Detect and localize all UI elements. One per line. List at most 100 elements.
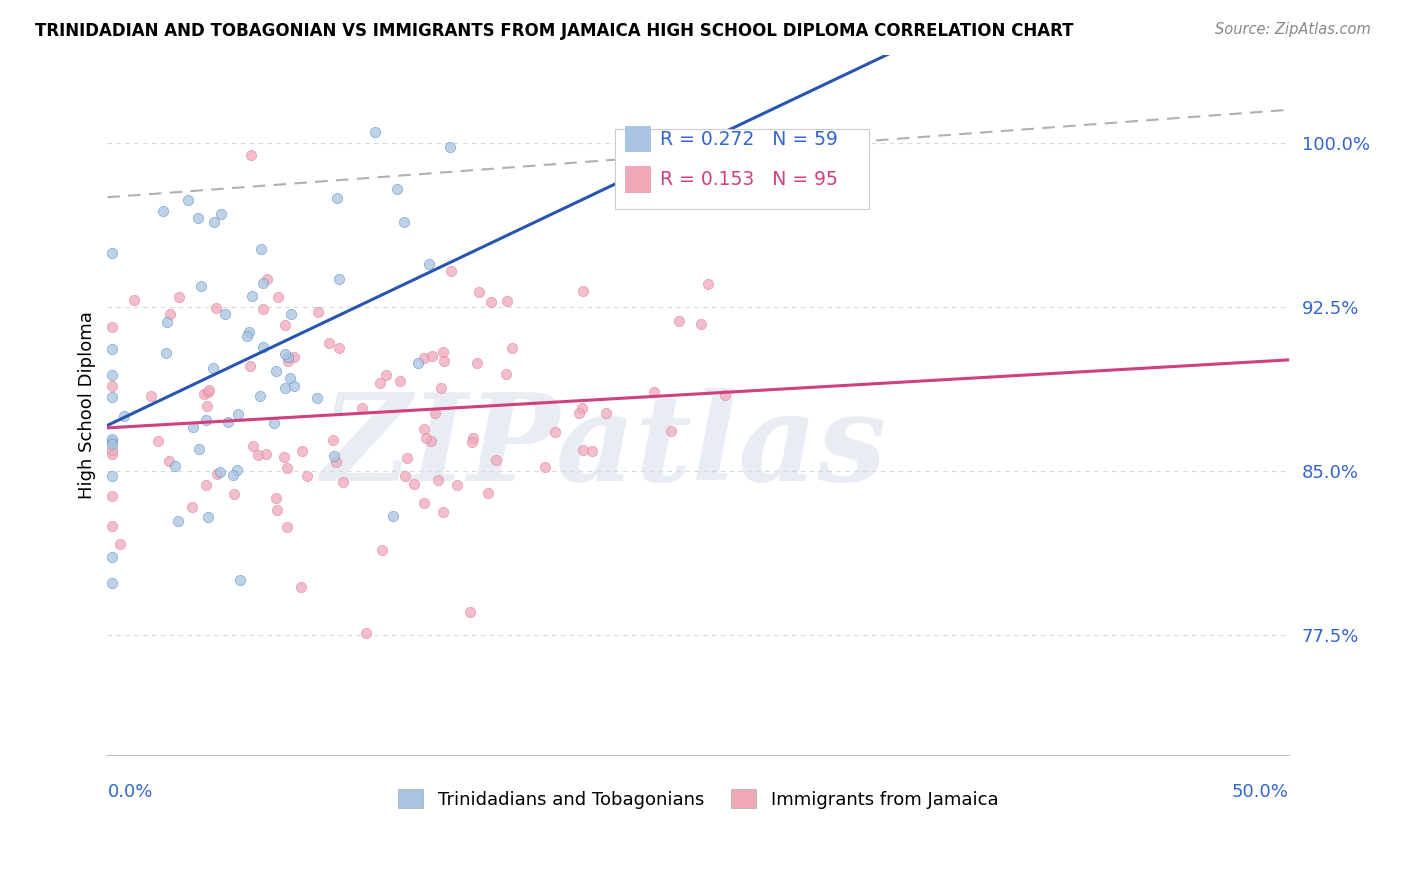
Point <box>264 363 287 377</box>
Point <box>188 442 211 457</box>
Point <box>374 368 396 383</box>
Point <box>101 245 124 260</box>
Text: R = 0.153   N = 95: R = 0.153 N = 95 <box>661 170 838 189</box>
Point <box>278 371 301 385</box>
Point <box>195 478 218 492</box>
Point <box>305 391 328 405</box>
Point <box>266 502 288 516</box>
Point <box>222 467 245 482</box>
Point <box>197 509 219 524</box>
Point <box>207 467 229 481</box>
Point <box>465 356 488 370</box>
Point <box>354 625 377 640</box>
Text: 50.0%: 50.0% <box>1232 783 1289 801</box>
Point <box>325 455 347 469</box>
Point <box>568 406 591 420</box>
Point <box>190 279 212 293</box>
Point <box>254 447 277 461</box>
Point <box>239 359 262 373</box>
Point <box>440 264 463 278</box>
Point <box>595 406 617 420</box>
Point <box>152 203 174 218</box>
Point <box>394 215 416 229</box>
Point <box>181 420 204 434</box>
Point <box>396 451 419 466</box>
Point <box>101 343 124 357</box>
Point <box>328 272 350 286</box>
Point <box>101 319 124 334</box>
Point <box>689 318 711 332</box>
Point <box>139 388 162 402</box>
Point <box>325 191 347 205</box>
Text: R = 0.272   N = 59: R = 0.272 N = 59 <box>661 129 838 149</box>
Point <box>239 148 262 162</box>
Text: Source: ZipAtlas.com: Source: ZipAtlas.com <box>1215 22 1371 37</box>
Point <box>247 448 270 462</box>
Point <box>197 399 219 413</box>
Point <box>205 301 228 316</box>
Point <box>412 496 434 510</box>
Point <box>101 489 124 503</box>
Point <box>156 315 179 329</box>
Point <box>101 550 124 565</box>
Point <box>371 543 394 558</box>
Point <box>318 336 340 351</box>
Legend: Trinidadians and Tobagonians, Immigrants from Jamaica: Trinidadians and Tobagonians, Immigrants… <box>391 782 1005 816</box>
Point <box>276 520 298 534</box>
Point <box>101 432 124 446</box>
Point <box>350 401 373 416</box>
Point <box>422 349 444 363</box>
Point <box>112 409 135 423</box>
Point <box>198 383 221 397</box>
Point <box>193 386 215 401</box>
Point <box>277 354 299 368</box>
Point <box>101 390 124 404</box>
Point <box>274 380 297 394</box>
Point <box>307 304 329 318</box>
Point <box>167 514 190 528</box>
Point <box>226 407 249 421</box>
Point <box>276 460 298 475</box>
Point <box>543 425 565 439</box>
Point <box>496 293 519 308</box>
Point <box>187 211 209 225</box>
Point <box>385 182 408 196</box>
Point <box>322 434 344 448</box>
Point <box>283 379 305 393</box>
Text: 0.0%: 0.0% <box>107 783 153 801</box>
Point <box>273 318 295 333</box>
Text: TRINIDADIAN AND TOBAGONIAN VS IMMIGRANTS FROM JAMAICA HIGH SCHOOL DIPLOMA CORREL: TRINIDADIAN AND TOBAGONIAN VS IMMIGRANTS… <box>35 22 1074 40</box>
Point <box>283 350 305 364</box>
Point <box>181 500 204 515</box>
FancyBboxPatch shape <box>624 167 651 193</box>
Point <box>252 340 274 354</box>
Point <box>534 460 557 475</box>
Point <box>280 307 302 321</box>
Point <box>226 462 249 476</box>
Point <box>328 341 350 355</box>
Point <box>643 385 665 400</box>
Point <box>291 444 314 458</box>
Point <box>661 424 683 438</box>
Point <box>423 406 446 420</box>
Point <box>432 505 454 519</box>
Point <box>240 289 263 303</box>
Point <box>696 277 718 291</box>
Point <box>388 374 411 388</box>
Point <box>571 401 593 416</box>
Point <box>485 453 508 467</box>
Text: ZIPatlas: ZIPatlas <box>321 388 886 507</box>
Point <box>429 381 451 395</box>
Point <box>479 294 502 309</box>
Point <box>236 329 259 343</box>
Point <box>101 434 124 448</box>
Point <box>418 257 440 271</box>
Point <box>252 301 274 316</box>
Point <box>209 466 232 480</box>
Point <box>468 285 491 299</box>
Point <box>427 473 450 487</box>
Point <box>502 342 524 356</box>
Point <box>406 356 429 370</box>
Point <box>256 271 278 285</box>
Point <box>495 367 517 381</box>
